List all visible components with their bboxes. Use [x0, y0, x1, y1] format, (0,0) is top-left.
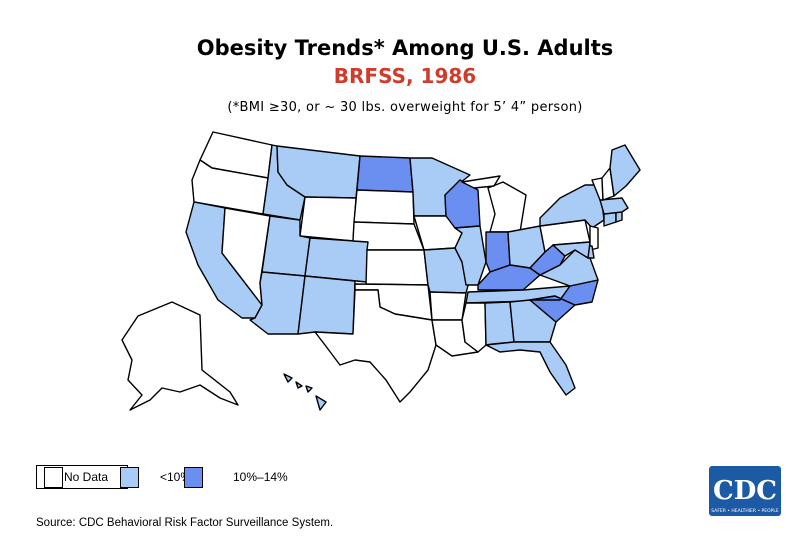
- legend-swatch-no-data: [44, 467, 63, 488]
- map-subtitle-year: BRFSS, 1986: [333, 64, 477, 88]
- cdc-logo-tagline: SAFER • HEALTHIER • PEOPLE: [711, 508, 779, 514]
- legend-label-no-data: No Data: [64, 470, 109, 484]
- source-note: Source: CDC Behavioral Risk Factor Surve…: [36, 517, 334, 529]
- state-HI: [283, 373, 327, 411]
- state-CO: [304, 237, 371, 283]
- state-WY: [299, 196, 357, 242]
- state-FL: [485, 341, 576, 396]
- state-AL: [484, 301, 515, 346]
- state-NM: [297, 275, 356, 335]
- state-TX: [314, 289, 437, 403]
- state-IL: [454, 225, 487, 286]
- state-AK: [121, 301, 239, 411]
- legend-label-mid: 10%–14%: [233, 470, 288, 484]
- map-title: Obesity Trends* Among U.S. Adults: [196, 36, 614, 60]
- legend-swatch-low: [120, 467, 139, 488]
- state-GA: [509, 299, 557, 343]
- state-MA: [599, 197, 629, 215]
- state-ME: [609, 144, 641, 197]
- state-SD: [353, 189, 415, 225]
- bmi-note: (*BMI ≥30, or ~ 30 lbs. overweight for 5…: [227, 100, 583, 115]
- legend-label-low: <10%: [160, 470, 192, 484]
- state-NC: [529, 279, 599, 306]
- state-NY: [539, 184, 605, 229]
- state-AR: [429, 291, 467, 321]
- state-MD: [552, 241, 591, 259]
- state-RI: [615, 211, 623, 223]
- state-ND: [356, 155, 414, 193]
- legend-swatch-mid: [184, 467, 203, 488]
- cdc-logo-text: CDC: [713, 476, 777, 506]
- cdc-logo: CDC SAFER • HEALTHIER • PEOPLE: [709, 466, 781, 516]
- state-KS: [365, 249, 429, 286]
